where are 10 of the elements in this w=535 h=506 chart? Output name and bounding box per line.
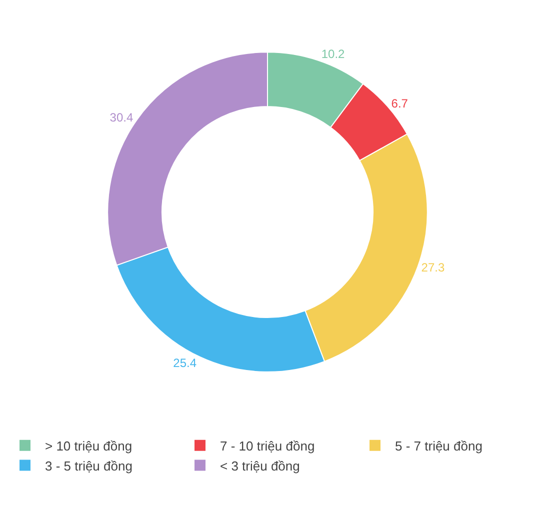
- data-label: 25.4: [173, 356, 197, 370]
- data-label: 6.7: [391, 96, 408, 111]
- legend-label: > 10 triệu đồng: [45, 438, 132, 454]
- data-label: 27.3: [421, 260, 445, 274]
- legend-label: < 3 triệu đồng: [220, 458, 300, 474]
- data-label: 30.4: [110, 110, 134, 124]
- legend-label: 5 - 7 triệu đồng: [395, 438, 482, 454]
- legend-label: 3 - 5 triệu đồng: [45, 458, 132, 474]
- data-label: 10.2: [321, 46, 346, 61]
- legend-label: 7 - 10 triệu đồng: [220, 438, 315, 454]
